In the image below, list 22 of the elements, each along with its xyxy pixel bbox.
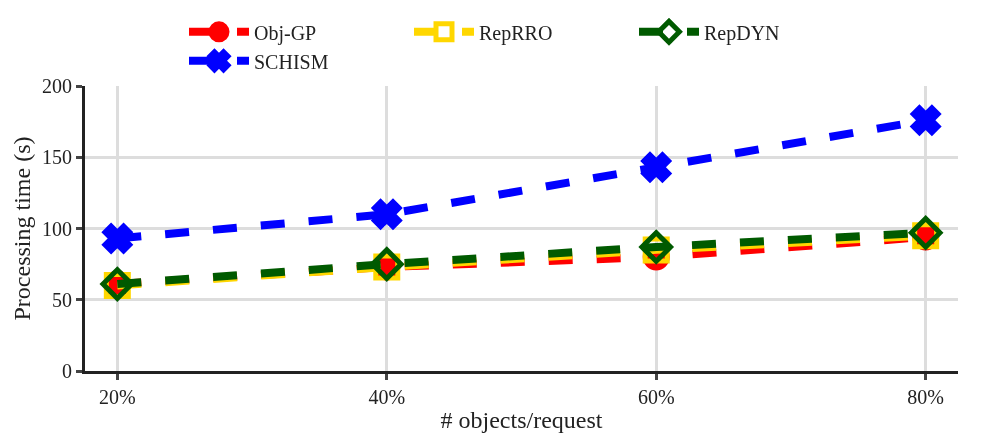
y-tick-label: 0 [62,360,72,382]
legend-label: SCHISM [254,50,329,73]
point [908,215,943,250]
x-axis-title: # objects/request [440,407,603,434]
y-tick-label: 150 [42,146,72,169]
point [641,152,672,183]
x-tick-label: 60% [637,386,675,408]
legend-label: RepRRO [479,21,553,45]
x-tick-label: 20% [98,386,136,408]
y-tick-label: 50 [52,288,72,311]
x-tick-label: 80% [907,386,945,408]
legend-label: Obj-GP [254,21,317,45]
x-tick-label: 40% [368,386,406,408]
point [371,199,402,230]
y-axis-title: Processing time (s) [9,136,36,321]
point [910,105,941,136]
y-tick-label: 200 [42,75,72,97]
legend-label: RepDYN [704,21,780,45]
point [369,247,404,281]
point [639,230,674,264]
point [102,223,133,254]
y-tick-label: 100 [42,217,72,240]
